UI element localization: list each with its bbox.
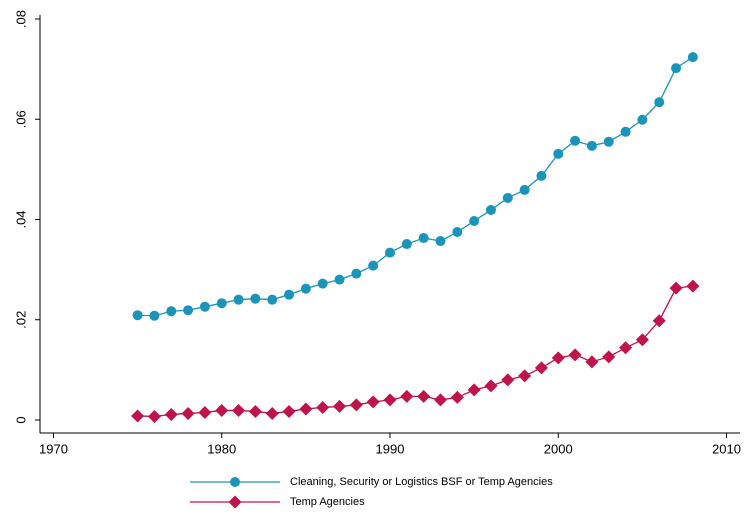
- data-point: [351, 268, 362, 279]
- data-point: [502, 192, 513, 203]
- data-point: [585, 355, 599, 369]
- y-tick-label: .04: [13, 210, 28, 228]
- series-line: [137, 285, 693, 418]
- data-point: [602, 350, 616, 364]
- data-point: [501, 373, 515, 387]
- data-point: [484, 379, 498, 393]
- data-point: [401, 239, 412, 250]
- data-point: [400, 389, 414, 403]
- data-point: [469, 215, 480, 226]
- data-point: [570, 135, 581, 146]
- data-point: [435, 236, 446, 247]
- data-point: [282, 404, 296, 418]
- data-point: [637, 114, 648, 125]
- data-point: [553, 148, 564, 159]
- x-tick-label: 1970: [39, 441, 68, 456]
- data-point: [418, 233, 429, 244]
- data-point: [635, 333, 649, 347]
- data-point: [215, 403, 229, 417]
- data-point: [333, 399, 347, 413]
- data-point: [199, 301, 210, 312]
- data-point: [248, 404, 262, 418]
- data-point: [669, 281, 683, 295]
- data-point: [183, 305, 194, 316]
- data-point: [687, 52, 698, 63]
- data-point: [316, 400, 330, 414]
- data-point: [366, 395, 380, 409]
- data-point: [586, 140, 597, 151]
- data-point: [519, 184, 530, 195]
- x-tick-label: 2010: [712, 441, 741, 456]
- data-point: [620, 126, 631, 137]
- series-line: [137, 56, 694, 317]
- y-tick-label: .06: [13, 110, 28, 128]
- data-point: [671, 63, 682, 74]
- legend-marker: [230, 477, 240, 487]
- y-tick-label: .08: [13, 10, 28, 28]
- data-point: [265, 406, 279, 420]
- data-point: [300, 283, 311, 294]
- data-point: [349, 398, 363, 412]
- data-point: [166, 306, 177, 317]
- data-point: [467, 383, 481, 397]
- legend-label: Cleaning, Security or Logistics BSF or T…: [290, 476, 553, 488]
- data-point: [334, 274, 345, 285]
- data-point: [450, 390, 464, 404]
- data-point: [686, 279, 700, 293]
- data-point: [250, 293, 261, 304]
- data-point: [132, 310, 143, 321]
- data-point: [417, 389, 431, 403]
- data-point: [232, 403, 246, 417]
- data-point: [131, 409, 145, 423]
- data-point: [383, 393, 397, 407]
- y-tick-label: .02: [13, 311, 28, 329]
- legend-label: Temp Agencies: [290, 496, 365, 508]
- data-point: [233, 294, 244, 305]
- data-point: [216, 298, 227, 309]
- data-point: [149, 310, 160, 321]
- data-point: [181, 406, 195, 420]
- data-point: [568, 348, 582, 362]
- data-point: [147, 409, 161, 423]
- data-point: [518, 369, 532, 383]
- data-point: [452, 227, 463, 238]
- y-tick-label: 0: [13, 416, 28, 423]
- x-tick-label: 1990: [376, 441, 405, 456]
- legend: Cleaning, Security or Logistics BSF or T…: [190, 476, 553, 509]
- data-point: [433, 393, 447, 407]
- data-point: [551, 351, 565, 365]
- data-point: [619, 341, 633, 355]
- data-point: [317, 278, 328, 289]
- legend-marker: [228, 495, 242, 509]
- data-point: [603, 136, 614, 147]
- data-point: [267, 294, 278, 305]
- x-tick-label: 1980: [207, 441, 236, 456]
- data-point: [284, 289, 295, 300]
- data-point: [299, 402, 313, 416]
- data-point: [164, 407, 178, 421]
- data-point: [534, 361, 548, 375]
- data-point: [368, 260, 379, 271]
- data-point: [654, 97, 665, 108]
- data-point: [485, 204, 496, 215]
- data-point: [198, 405, 212, 419]
- x-tick-label: 2000: [544, 441, 573, 456]
- data-point: [652, 314, 666, 328]
- data-point: [385, 247, 395, 258]
- data-point: [536, 170, 547, 181]
